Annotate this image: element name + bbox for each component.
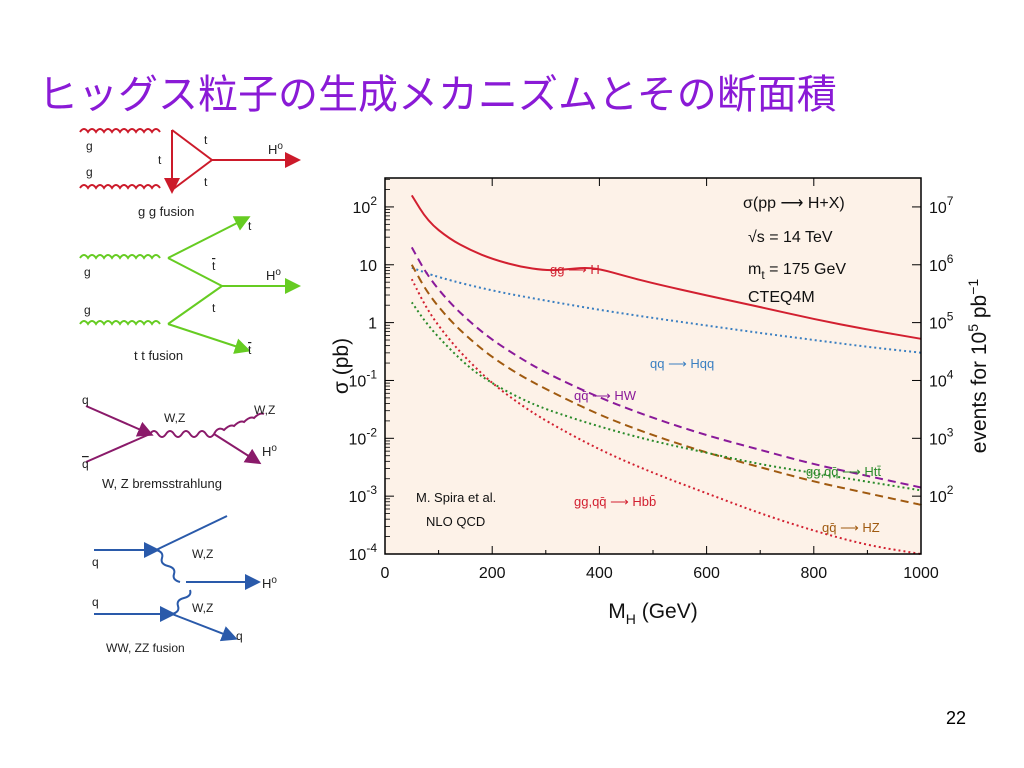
x-tick-label: 400 — [586, 565, 613, 582]
page-number: 22 — [945, 708, 966, 728]
series-label-htt: gg,qq̄ ⟶ Htt̄ — [806, 464, 881, 479]
series-line-1 — [411, 266, 922, 354]
label-g2: g — [86, 165, 93, 179]
label-t2: t — [212, 259, 216, 273]
caption-ww-zz-fusion: WW, ZZ fusion — [106, 641, 185, 655]
diagram-tt-fusion: g g t t t t Ho t t fusion — [79, 216, 301, 363]
annotation-mtop: mt = 175 GeV — [748, 261, 846, 282]
label-q2: q — [92, 595, 99, 609]
label-wz2: W,Z — [192, 601, 213, 615]
plot-background — [385, 178, 921, 554]
label-t3: t — [212, 301, 216, 315]
label-q1: q — [82, 393, 89, 407]
label-q1: q — [92, 555, 99, 569]
y-tick-label: 10-2 — [349, 425, 378, 448]
series-label-gg-h: gg ⟶ H — [550, 262, 600, 277]
series-label-qq-hw: qq̄ ⟶ HW — [574, 388, 637, 403]
y2-axis-label: events for 105 pb−1 — [965, 279, 991, 454]
label-q3: q — [236, 629, 243, 643]
label-wz1: W,Z — [164, 411, 185, 425]
series-label-hz: qq̄ ⟶ HZ — [822, 520, 880, 535]
series-line-4 — [410, 301, 922, 492]
series-line-2 — [410, 246, 922, 489]
label-g1: g — [84, 265, 91, 279]
annotation-order: NLO QCD — [426, 514, 485, 529]
y2-tick-label: 104 — [929, 367, 954, 390]
label-q2: q — [82, 457, 89, 471]
label-t3: t — [204, 175, 208, 189]
feynman-diagrams: g g t t t Ho g g fusion g g t t t t Ho t… — [79, 128, 301, 655]
label-higgs: Ho — [262, 443, 277, 459]
label-wz1: W,Z — [192, 547, 213, 561]
annotation-block: σ(pp ⟶ H+X) √s = 14 TeV mt = 175 GeV CTE… — [743, 195, 846, 306]
x-tick-label: 200 — [479, 565, 506, 582]
annotation-pdf: CTEQ4M — [748, 289, 815, 306]
label-t2: t — [158, 153, 162, 167]
series-label-hbb: gg,qq̄ ⟶ Hbb̄ — [574, 494, 656, 509]
caption-gg-fusion: g g fusion — [138, 204, 194, 219]
diagram-ww-zz-fusion: q q W,Z W,Z Ho q WW, ZZ fusion — [92, 515, 277, 655]
y-tick-label: 10-4 — [349, 541, 378, 564]
x-tick-label: 0 — [381, 565, 390, 582]
y2-tick-label: 103 — [929, 425, 954, 448]
label-higgs: Ho — [262, 575, 277, 591]
x-tick-label: 800 — [800, 565, 827, 582]
annotation-process: σ(pp ⟶ H+X) — [743, 195, 845, 212]
caption-wz-bremsstrahlung: W, Z bremsstrahlung — [102, 476, 222, 491]
x-tick-label: 1000 — [903, 565, 939, 582]
annotation-energy: √s = 14 TeV — [748, 229, 833, 246]
y-tick-label: 10 — [359, 258, 377, 275]
label-t1: t — [248, 219, 252, 233]
series-line-0 — [410, 194, 922, 340]
x-axis-label: MH (GeV) — [608, 600, 697, 627]
y-tick-label: 10-1 — [349, 367, 378, 390]
caption-tt-fusion: t t fusion — [134, 348, 183, 363]
page-title: ヒッグス粒子の生成メカニズムとその断面積 — [38, 72, 837, 118]
label-g1: g — [86, 139, 93, 153]
diagram-gg-fusion: g g t t t Ho g g fusion — [79, 128, 301, 219]
x-tick-label: 600 — [693, 565, 720, 582]
y2-tick-label: 106 — [929, 252, 954, 275]
label-t4: t — [248, 343, 252, 357]
y-tick-label: 102 — [353, 194, 378, 217]
y-tick-label: 10-3 — [349, 483, 378, 506]
label-g2: g — [84, 303, 91, 317]
label-t1: t — [204, 133, 208, 147]
annotation-author: M. Spira et al. — [416, 490, 496, 505]
series-line-3 — [410, 264, 922, 506]
y-axis-label: σ (pb) — [330, 338, 353, 394]
plot-frame — [384, 177, 922, 555]
y-tick-label: 1 — [368, 316, 377, 333]
label-higgs: Ho — [268, 141, 283, 157]
y2-tick-label: 102 — [929, 483, 954, 506]
label-wz2: W,Z — [254, 403, 275, 417]
diagram-wz-bremsstrahlung: q q W,Z W,Z Ho W, Z bremsstrahlung — [82, 393, 277, 491]
y2-tick-label: 105 — [929, 310, 954, 333]
label-higgs: Ho — [266, 267, 281, 283]
y2-tick-label: 107 — [929, 194, 954, 217]
cross-section-chart: 102 10 1 10-1 10-2 10-3 10-4 107 106 105 104 103 10… — [330, 177, 991, 627]
series-label-qq-hqq: qq ⟶ Hqq — [650, 356, 714, 371]
